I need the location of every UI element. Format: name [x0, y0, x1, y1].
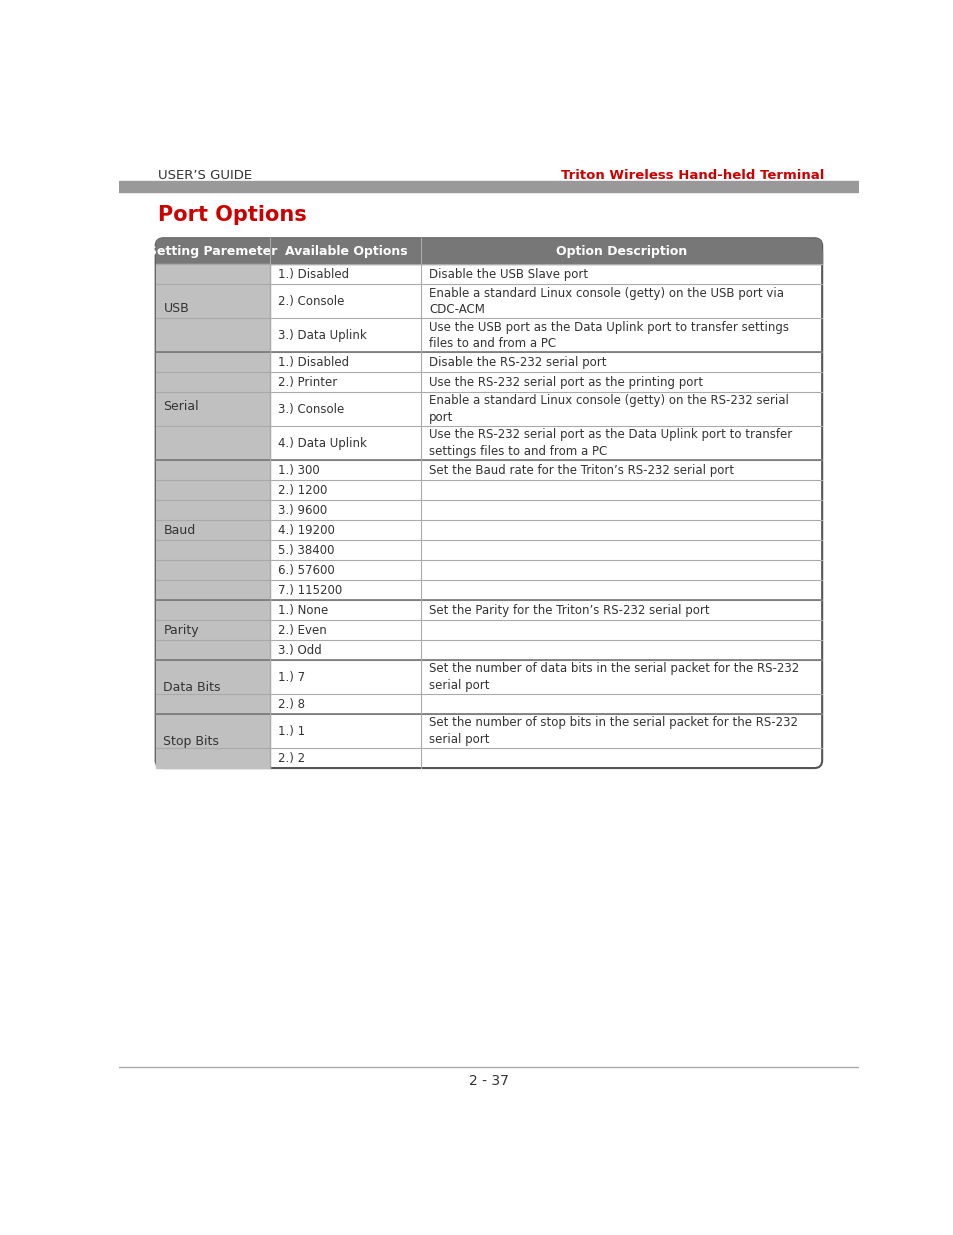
Bar: [155, 661, 270, 714]
Text: 6.) 57600: 6.) 57600: [278, 563, 335, 577]
Text: 3.) Console: 3.) Console: [278, 403, 344, 416]
Bar: [155, 252, 821, 264]
Text: 3.) 9600: 3.) 9600: [278, 504, 327, 516]
Text: 1.) Disabled: 1.) Disabled: [278, 268, 349, 282]
Text: Disable the USB Slave port: Disable the USB Slave port: [429, 268, 588, 282]
FancyBboxPatch shape: [155, 238, 821, 264]
Text: Data Bits: Data Bits: [163, 680, 221, 694]
Text: 1.) 7: 1.) 7: [278, 671, 305, 684]
Text: Serial: Serial: [163, 400, 199, 412]
Text: Available Options: Available Options: [284, 245, 407, 258]
Text: 2.) 2: 2.) 2: [278, 752, 305, 764]
Text: 3.) Data Uplink: 3.) Data Uplink: [278, 329, 367, 342]
Text: Use the RS-232 serial port as the Data Uplink port to transfer
settings files to: Use the RS-232 serial port as the Data U…: [429, 429, 792, 458]
Text: 2 - 37: 2 - 37: [469, 1073, 508, 1088]
Text: Setting Paremeter: Setting Paremeter: [148, 245, 277, 258]
Text: 1.) None: 1.) None: [278, 604, 328, 616]
Text: Baud: Baud: [163, 524, 195, 537]
Text: Set the Baud rate for the Triton’s RS-232 serial port: Set the Baud rate for the Triton’s RS-23…: [429, 463, 734, 477]
Text: 2.) Console: 2.) Console: [278, 295, 344, 308]
Text: Set the number of data bits in the serial packet for the RS-232
serial port: Set the number of data bits in the seria…: [429, 662, 799, 692]
Text: Triton Wireless Hand-held Terminal: Triton Wireless Hand-held Terminal: [560, 169, 823, 182]
Text: Set the Parity for the Triton’s RS-232 serial port: Set the Parity for the Triton’s RS-232 s…: [429, 604, 709, 616]
Bar: [155, 600, 270, 661]
Text: 3.) Odd: 3.) Odd: [278, 643, 321, 657]
Text: Disable the RS-232 serial port: Disable the RS-232 serial port: [429, 356, 606, 369]
Bar: [155, 461, 270, 600]
Text: Enable a standard Linux console (getty) on the RS-232 serial
port: Enable a standard Linux console (getty) …: [429, 394, 788, 424]
Text: Set the number of stop bits in the serial packet for the RS-232
serial port: Set the number of stop bits in the seria…: [429, 716, 798, 746]
Text: 1.) 1: 1.) 1: [278, 725, 305, 737]
Text: 1.) 300: 1.) 300: [278, 463, 319, 477]
Text: 7.) 115200: 7.) 115200: [278, 584, 342, 597]
Bar: [119, 182, 858, 193]
Text: Stop Bits: Stop Bits: [163, 735, 219, 747]
Text: 4.) Data Uplink: 4.) Data Uplink: [278, 437, 367, 450]
Text: 1.) Disabled: 1.) Disabled: [278, 356, 349, 369]
Text: Use the USB port as the Data Uplink port to transfer settings
files to and from : Use the USB port as the Data Uplink port…: [429, 321, 788, 350]
Text: Parity: Parity: [163, 624, 199, 637]
Bar: [155, 352, 270, 461]
Bar: [155, 264, 270, 352]
Text: 5.) 38400: 5.) 38400: [278, 543, 335, 557]
Text: 2.) 1200: 2.) 1200: [278, 484, 327, 496]
FancyBboxPatch shape: [155, 238, 821, 768]
Text: USB: USB: [163, 301, 189, 315]
Text: 4.) 19200: 4.) 19200: [278, 524, 335, 537]
Text: 2.) Even: 2.) Even: [278, 624, 327, 637]
Text: 2.) 8: 2.) 8: [278, 698, 305, 710]
Text: Port Options: Port Options: [158, 205, 307, 225]
Text: Use the RS-232 serial port as the printing port: Use the RS-232 serial port as the printi…: [429, 375, 702, 389]
Text: 2.) Printer: 2.) Printer: [278, 375, 337, 389]
Text: USER’S GUIDE: USER’S GUIDE: [158, 169, 252, 182]
Text: Enable a standard Linux console (getty) on the USB port via
CDC-ACM: Enable a standard Linux console (getty) …: [429, 287, 783, 316]
Text: Option Description: Option Description: [556, 245, 687, 258]
Bar: [155, 714, 270, 768]
